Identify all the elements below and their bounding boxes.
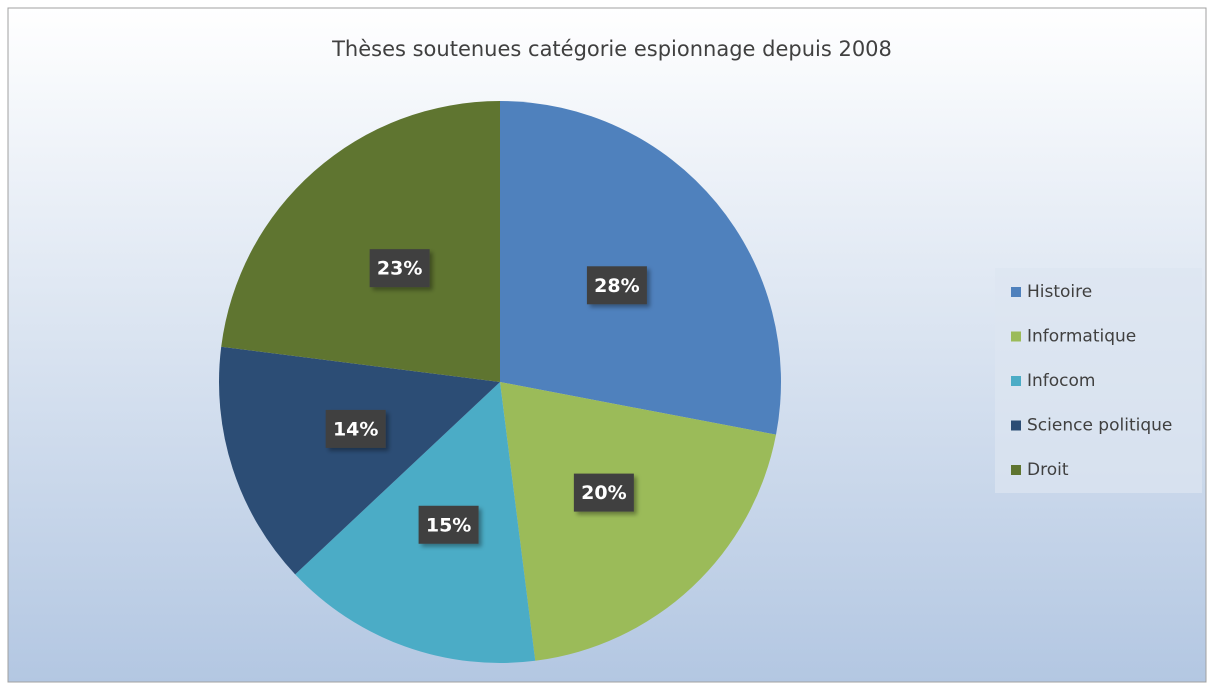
legend-label: Science politique (1027, 416, 1172, 436)
data-label: 14% (333, 418, 378, 440)
pie-slice (500, 382, 777, 661)
data-label-box (573, 473, 634, 512)
chart-title: Thèses soutenues catégorie espionnage de… (331, 37, 892, 61)
pie-slice (295, 382, 536, 663)
data-label-box (418, 505, 479, 544)
legend-box (995, 268, 1202, 493)
legend-swatch (1011, 376, 1021, 386)
data-label: 15% (426, 514, 471, 536)
legend-label: Informatique (1027, 327, 1136, 347)
legend-swatch (1011, 420, 1021, 431)
legend-label: Infocom (1027, 371, 1095, 391)
legend-swatch (1011, 331, 1021, 342)
pie-slice (221, 101, 501, 382)
data-label: 20% (581, 482, 626, 504)
legend-label: Droit (1027, 460, 1069, 480)
data-label-box (369, 249, 430, 288)
legend-swatch (1011, 465, 1021, 475)
data-label: 23% (377, 258, 422, 280)
pie-slice (218, 346, 500, 575)
legend-label: Histoire (1027, 282, 1092, 302)
data-label-box (325, 409, 386, 448)
data-label-box (586, 266, 647, 305)
legend-swatch (1011, 287, 1021, 297)
data-label: 28% (594, 275, 639, 297)
